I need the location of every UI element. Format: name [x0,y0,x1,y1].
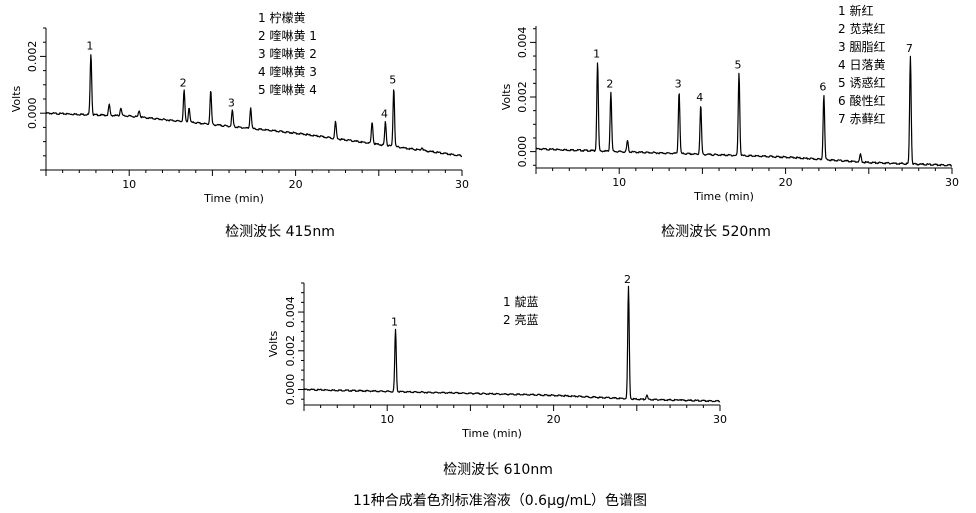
y-axis-title: Volts [10,85,23,112]
x-axis-title: Time (min) [461,427,522,440]
chromatogram-trace [303,285,721,403]
y-tick-label: 0.004 [516,27,529,59]
y-tick-label: 0.002 [26,41,39,73]
legend-entry: 7 赤藓红 [838,111,885,126]
x-tick-label: 20 [289,178,303,191]
peak-label: 2 [624,273,631,286]
x-axis-title: Time (min) [203,192,264,205]
legend-entry: 2 苋菜红 [838,21,885,36]
peak-label: 4 [696,91,703,104]
y-tick-label: 0.000 [284,374,297,406]
panel-caption: 检测波长 520nm [661,224,771,240]
legend-entry: 3 胭脂红 [838,39,885,54]
chromatogram-610nm: 10 20 30 0.000 0.002 0.004 Time (min) Volts 1 2 1 … [267,273,727,478]
x-tick-label: 10 [380,413,394,426]
legend-entry: 2 亮蓝 [503,312,538,327]
legend-entry: 4 喹啉黄 3 [258,64,317,79]
peak-label: 4 [381,108,388,121]
peak-label: 7 [906,42,913,55]
chromatogram-trace [45,54,463,158]
legend-entry: 1 柠檬黄 [258,10,305,25]
peak-label: 5 [735,58,742,71]
chromatogram-trace [535,55,953,167]
x-tick-label: 30 [713,413,727,426]
peak-label: 3 [675,78,682,91]
legend-entry: 5 诱惑红 [838,75,885,90]
y-tick-label: 0.004 [284,296,297,328]
peak-label: 2 [606,78,613,91]
legend-entry: 5 喹啉黄 4 [258,82,317,97]
figure-title: 11种合成着色剂标准溶液（0.6μg/mL）色谱图 [353,492,647,509]
chromatogram-415nm: 10 20 30 0.000 0.002 Time (min) Volts 1 2 3 4 5 1 柠檬… [10,10,469,240]
chromatogram-520nm: 10 20 30 0.000 0.002 0.004 Time (min) Volts 1 2 3 4… [500,3,959,240]
legend-entry: 1 靛蓝 [503,295,538,309]
peak-label: 3 [228,96,235,109]
legend-entry: 6 酸性红 [838,93,885,108]
peak-label: 1 [593,48,600,61]
y-tick-label: 0.000 [26,97,39,129]
x-tick-label: 30 [945,176,959,189]
legend-entry: 1 新红 [838,3,873,18]
x-axis-title: Time (min) [693,190,754,203]
legend-entry: 4 日落黄 [838,58,885,72]
y-axis-title: Volts [500,83,513,110]
y-tick-label: 0.002 [516,81,529,113]
panel-caption: 检测波长 415nm [225,224,335,240]
y-tick-label: 0.000 [516,136,529,168]
peak-label: 5 [389,74,396,87]
x-tick-label: 30 [455,178,469,191]
legend-entry: 3 喹啉黄 2 [258,46,317,61]
peak-label: 1 [86,40,93,53]
panel-caption: 检测波长 610nm [443,462,553,478]
x-tick-label: 20 [779,176,793,189]
x-tick-label: 20 [547,413,561,426]
peak-label: 1 [391,315,398,328]
x-tick-label: 10 [122,178,136,191]
legend-entry: 2 喹啉黄 1 [258,28,317,43]
peak-label: 2 [180,76,187,89]
x-tick-label: 10 [612,176,626,189]
y-tick-label: 0.002 [284,335,297,367]
peak-label: 6 [819,80,826,93]
y-axis-title: Volts [267,330,280,357]
